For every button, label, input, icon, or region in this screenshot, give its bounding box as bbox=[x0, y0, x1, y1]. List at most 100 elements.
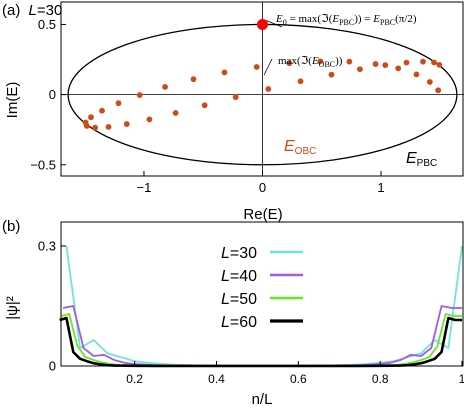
legend-item: L=40 bbox=[221, 268, 303, 285]
x-tick-label: 0.2 bbox=[126, 372, 143, 386]
obc-point bbox=[123, 121, 130, 127]
legend-label: L=30 bbox=[221, 245, 257, 262]
annotation-segment: PBC bbox=[339, 18, 354, 27]
obc-point bbox=[83, 123, 90, 129]
obc-point bbox=[190, 76, 197, 83]
obc-points bbox=[82, 58, 443, 131]
obc-point bbox=[253, 64, 260, 70]
pbc-label-var: E bbox=[406, 150, 417, 167]
annotation-segment: E bbox=[275, 13, 283, 25]
panel-a-spectrum: −1 0 1−0.500.5 (a) L=30 Re(E) Im(E) E0 = m… bbox=[2, 1, 464, 223]
legend-label-value: =30 bbox=[230, 245, 257, 262]
x-tick-label: 0.8 bbox=[372, 372, 389, 386]
x-tick-label: −1 bbox=[137, 180, 152, 195]
y-tick-label: 0.3 bbox=[38, 239, 56, 254]
panel-a-ticks: −1 0 1 −0.5 0 0.5 bbox=[30, 17, 384, 195]
panel-a-title-var: L bbox=[29, 2, 37, 19]
e0-leader-line bbox=[266, 20, 283, 28]
legend-label-var: L bbox=[221, 268, 230, 285]
panel-b-wavefunction: 0.2 0.4 0.6 0.8 100.3 L=30L=40L=50L=60 (b) n… bbox=[2, 218, 464, 408]
obc-point bbox=[221, 69, 228, 76]
obc-point bbox=[346, 58, 353, 65]
legend-label-value: =50 bbox=[230, 291, 257, 308]
obc-point bbox=[146, 116, 153, 123]
obc-label-sub: OBC bbox=[295, 146, 317, 157]
y-tick-label: 0 bbox=[49, 87, 56, 102]
x-tick-label: 1 bbox=[459, 372, 464, 386]
panel-b-ticks: 0.2 0.4 0.6 0.8 1 0 0.3 bbox=[38, 239, 464, 387]
legend-label: L=40 bbox=[221, 268, 257, 285]
series-line-l-30 bbox=[65, 245, 463, 367]
annotation-segment: OBC bbox=[319, 60, 335, 69]
obc-point bbox=[232, 94, 239, 101]
panel-a-label: (a) L=30 bbox=[2, 2, 62, 19]
panel-b-ylabel: |ψ|² bbox=[4, 296, 21, 319]
obc-label-var: E bbox=[284, 138, 295, 155]
panel-b-label: (b) bbox=[2, 218, 20, 235]
obc-point bbox=[92, 124, 99, 131]
obc-point bbox=[420, 58, 426, 65]
obc-point bbox=[426, 79, 433, 85]
pbc-label: EPBC bbox=[406, 150, 437, 169]
panel-a-crosshair bbox=[61, 2, 464, 176]
annotation-segment: E bbox=[331, 13, 339, 25]
x-tick-label: 0 bbox=[259, 180, 266, 195]
annotation-segment: (π/2) bbox=[395, 13, 417, 25]
obc-point bbox=[372, 61, 379, 67]
y-tick-label: 0.5 bbox=[38, 17, 56, 32]
obc-point bbox=[328, 71, 335, 78]
wavefunction-lines bbox=[59, 245, 463, 368]
obc-label: EOBC bbox=[284, 138, 316, 157]
legend-item: L=50 bbox=[221, 291, 303, 308]
max-obc-leader-line bbox=[263, 58, 273, 76]
y-tick-label: 0 bbox=[49, 359, 56, 374]
annotation-segment: PBC bbox=[380, 18, 395, 27]
obc-point bbox=[413, 71, 420, 78]
obc-point bbox=[115, 100, 122, 107]
obc-point bbox=[435, 87, 442, 94]
obc-point bbox=[357, 66, 363, 73]
panel-a-ylabel: Im(E) bbox=[4, 82, 21, 119]
x-tick-label: 0.6 bbox=[290, 372, 307, 386]
annotation-segment: max(ℑ( bbox=[278, 55, 312, 67]
obc-point bbox=[403, 59, 410, 66]
legend-label-var: L bbox=[221, 314, 230, 331]
pbc-label-sub: PBC bbox=[417, 158, 438, 169]
annotation-segment: 0 bbox=[283, 18, 287, 27]
obc-point bbox=[382, 62, 389, 69]
annotation-segment: E bbox=[311, 55, 319, 67]
legend-label: L=50 bbox=[221, 291, 257, 308]
obc-point bbox=[431, 59, 437, 66]
annotation-segment: )) = bbox=[354, 13, 373, 25]
e0-annotation: E0 = max(ℑ(EPBC)) = EPBC(π/2) bbox=[275, 13, 417, 27]
legend-item: L=30 bbox=[221, 245, 303, 262]
obc-point bbox=[395, 65, 402, 72]
annotation-segment: E bbox=[372, 13, 380, 25]
panel-a-title-value: =30 bbox=[37, 2, 62, 19]
legend-item: L=60 bbox=[221, 314, 303, 331]
obc-point bbox=[136, 92, 143, 98]
legend-label: L=60 bbox=[221, 314, 257, 331]
legend-label-value: =40 bbox=[230, 268, 257, 285]
x-tick-label: 1 bbox=[377, 180, 384, 195]
obc-point bbox=[99, 107, 105, 114]
obc-point bbox=[162, 83, 168, 90]
panel-a-letter: (a) bbox=[2, 2, 20, 19]
obc-point bbox=[297, 78, 304, 85]
e0-marker bbox=[257, 18, 268, 30]
obc-point bbox=[317, 58, 324, 65]
y-tick-label: −0.5 bbox=[30, 157, 56, 172]
obc-point bbox=[88, 114, 94, 121]
legend-label-var: L bbox=[221, 291, 230, 308]
x-tick-label: 0.4 bbox=[208, 372, 225, 386]
panel-b-xlabel: n/L bbox=[252, 391, 273, 408]
annotation-segment: )) bbox=[335, 55, 343, 67]
panel-b-frame bbox=[60, 221, 464, 367]
obc-point bbox=[436, 61, 443, 68]
obc-point bbox=[172, 110, 179, 116]
obc-point bbox=[265, 86, 272, 92]
obc-point bbox=[105, 123, 112, 130]
max-obc-annotation: max(ℑ(EOBC)) bbox=[278, 55, 343, 69]
panel-b-legend: L=30L=40L=50L=60 bbox=[221, 245, 303, 331]
